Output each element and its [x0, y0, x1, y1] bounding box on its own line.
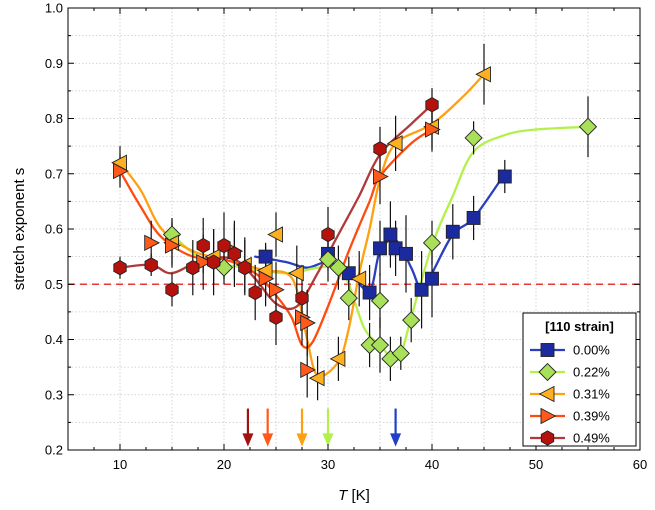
axis-ticks: 10 20 30 40 50 60 0.2 0.3 0.4 0.5 0.6 0.7 0.8 0.9 1.0: [45, 1, 647, 473]
data-point-0.31%: [267, 226, 283, 243]
transition-arrow-head: [262, 433, 274, 447]
data-point-0.00%: [497, 169, 512, 184]
data-point-0.00%: [362, 285, 377, 300]
legend-marker-0.49%: [540, 430, 555, 446]
fit-curves: [118, 73, 590, 378]
data-point-0.39%: [165, 237, 181, 254]
legend-marker-0.00%: [540, 343, 555, 357]
y-axis-title: stretch exponent s: [11, 168, 28, 291]
x-tick-label: 50: [529, 457, 543, 472]
data-point-0.49%: [206, 254, 221, 270]
transition-arrow-head: [242, 433, 254, 447]
legend-marker-0.22%: [538, 362, 557, 382]
data-point-0.39%: [269, 281, 285, 298]
transition-arrows: [242, 408, 402, 447]
data-point-0.00%: [425, 271, 439, 286]
legend-box: [522, 312, 637, 447]
data-point-0.00%: [373, 241, 387, 256]
data-point-0.39%: [300, 361, 316, 379]
data-point-0.39%: [258, 270, 275, 287]
transition-arrow-head: [390, 433, 402, 447]
data-point-0.49%: [227, 246, 242, 262]
y-tick-label: 0.5: [45, 277, 63, 292]
data-point-0.22%: [339, 288, 358, 308]
data-point-0.39%: [144, 234, 160, 252]
error-bars: [119, 43, 589, 401]
y-tick-label: 0.2: [45, 443, 63, 458]
y-tick-label: 0.8: [45, 111, 63, 126]
data-point-0.31%: [386, 135, 403, 152]
data-point-0.31%: [288, 264, 304, 282]
data-point-0.49%: [425, 96, 439, 113]
legend-label-0.31%: 0.31%: [573, 387, 610, 402]
data-point-0.49%: [269, 309, 283, 326]
data-point-0.49%: [165, 282, 179, 298]
data-point-0.49%: [238, 259, 252, 276]
data-point-0.22%: [391, 344, 410, 363]
data-point-0.39%: [113, 162, 129, 180]
y-tick-label: 0.7: [45, 166, 63, 181]
data-point-0.00%: [445, 224, 460, 239]
data-point-0.22%: [402, 311, 421, 330]
data-point-0.49%: [295, 290, 309, 306]
x-tick-label: 20: [217, 457, 231, 472]
data-point-0.49%: [373, 141, 387, 157]
legend: [110 strain] 0.00% 0.22% 0.31% 0.39% 0.49%: [522, 312, 637, 447]
data-point-0.39%: [196, 253, 212, 271]
legend-title: [110 strain]: [545, 319, 614, 334]
x-tick-label: 30: [321, 457, 335, 472]
data-point-0.22%: [318, 250, 338, 269]
data-point-0.39%: [373, 168, 389, 185]
y-tick-label: 0.3: [45, 387, 63, 402]
y-tick-label: 0.9: [45, 56, 63, 71]
data-point-0.49%: [144, 257, 158, 273]
data-point-0.49%: [248, 284, 262, 301]
data-point-0.49%: [321, 226, 335, 243]
data-point-0.22%: [370, 291, 390, 310]
data-point-0.00%: [466, 210, 481, 225]
data-point-0.00%: [258, 249, 273, 264]
data-point-0.00%: [414, 282, 429, 297]
x-axis-title: T [K]: [338, 487, 370, 504]
data-point-0.39%: [425, 121, 441, 138]
data-point-0.31%: [329, 350, 346, 368]
data-point-0.22%: [329, 258, 348, 277]
data-point-0.22%: [422, 233, 442, 252]
data-point-0.22%: [370, 335, 390, 355]
transition-arrow-head: [296, 433, 308, 447]
data-point-0.49%: [217, 237, 231, 254]
data-point-0.00%: [383, 227, 398, 242]
legend-label-0.22%: 0.22%: [573, 365, 610, 380]
data-point-0.31%: [308, 369, 325, 387]
data-point-0.22%: [464, 128, 483, 147]
data-point-0.00%: [399, 246, 413, 261]
data-point-0.39%: [300, 314, 316, 332]
y-tick-label: 0.6: [45, 222, 63, 237]
legend-label-0.49%: 0.49%: [573, 431, 610, 446]
legend-label-0.00%: 0.00%: [573, 343, 610, 358]
data-point-0.00%: [341, 266, 356, 281]
x-tick-label: 60: [633, 457, 647, 472]
x-tick-label: 10: [113, 457, 127, 472]
data-point-0.49%: [196, 237, 210, 254]
fit-curve-0.49%: [118, 103, 434, 311]
legend-marker-0.31%: [538, 385, 555, 403]
data-point-0.31%: [475, 66, 491, 83]
transition-arrow-head: [322, 433, 334, 447]
legend-label-0.39%: 0.39%: [573, 409, 610, 424]
data-point-0.22%: [578, 117, 598, 136]
data-point-0.49%: [186, 259, 200, 276]
data-point-0.49%: [113, 259, 127, 276]
data-markers: [111, 66, 598, 387]
x-axis-title-unit: [K]: [347, 487, 370, 504]
x-axis-title-italic: T: [338, 487, 349, 504]
data-point-0.31%: [350, 270, 367, 287]
x-tick-label: 40: [425, 457, 439, 472]
legend-marker-0.39%: [540, 407, 557, 425]
y-tick-label: 0.4: [45, 332, 63, 347]
y-tick-label: 1.0: [45, 1, 63, 16]
